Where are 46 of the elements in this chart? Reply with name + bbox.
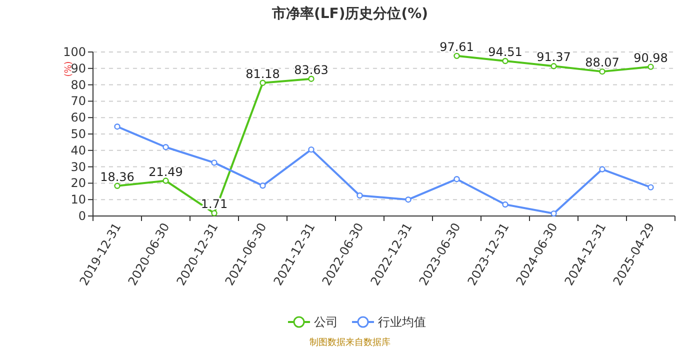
- point: [260, 182, 266, 189]
- y-tick-label: 30: [70, 160, 86, 174]
- y-tick-label: 50: [70, 127, 86, 141]
- legend-label: 行业均值: [378, 315, 426, 329]
- y-tick-label: 60: [70, 110, 86, 125]
- data-label: 21.49: [148, 164, 183, 179]
- data-label: 18.36: [100, 170, 134, 184]
- chart-title: 市净率(LF)历史分位(%): [270, 5, 428, 22]
- point: [405, 196, 412, 203]
- data-label: 97.61: [440, 40, 474, 54]
- point: [648, 184, 654, 190]
- point: [356, 192, 363, 199]
- y-tick-label: 100: [63, 45, 86, 59]
- y-tick-label: 20: [70, 176, 86, 190]
- y-tick-label: 70: [70, 94, 86, 108]
- point: [599, 68, 606, 75]
- legend-label: 公司: [314, 315, 338, 329]
- point: [502, 201, 508, 208]
- text: 制图数据来自数据库: [310, 337, 390, 348]
- point: [308, 146, 314, 153]
- y-tick-label: 40: [70, 143, 86, 158]
- y-tick-label: 10: [70, 192, 86, 207]
- point: [599, 166, 606, 172]
- point: [162, 144, 169, 150]
- data-label: 88.07: [585, 56, 620, 70]
- y-axis-title: (%): [64, 61, 74, 77]
- data-label: 90.98: [634, 50, 668, 65]
- data-label: 94.51: [488, 45, 522, 60]
- point: [550, 210, 557, 217]
- point: [162, 178, 169, 184]
- data-label: 91.37: [536, 50, 571, 64]
- point: [211, 210, 218, 216]
- point: [454, 176, 460, 182]
- point: [454, 52, 460, 60]
- point: [648, 64, 654, 70]
- point: [550, 63, 557, 70]
- point: [502, 58, 508, 64]
- y-tick-label: 80: [70, 78, 86, 92]
- y-tick-label: 0: [78, 209, 86, 223]
- data-label: 83.63: [294, 62, 328, 77]
- point: [260, 80, 266, 86]
- point: [308, 76, 314, 82]
- point: [114, 124, 120, 130]
- data-label: 81.18: [246, 66, 280, 81]
- point: [211, 160, 218, 166]
- point: [114, 182, 120, 189]
